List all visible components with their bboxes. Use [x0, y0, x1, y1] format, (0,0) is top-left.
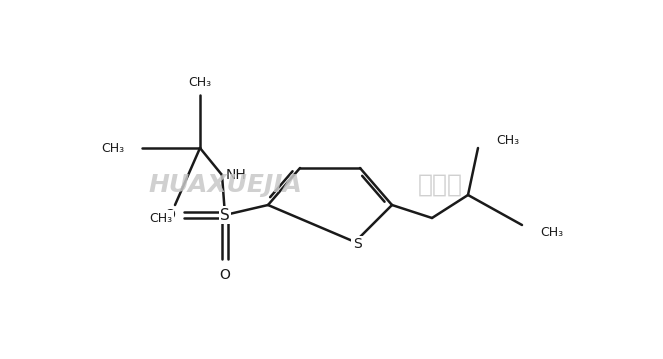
Text: CH₃: CH₃ — [101, 141, 124, 154]
Text: S: S — [220, 208, 230, 223]
Text: CH₃: CH₃ — [149, 211, 172, 224]
Text: S: S — [353, 237, 361, 251]
Text: NH: NH — [226, 168, 247, 182]
Text: HUAXUEJIA: HUAXUEJIA — [148, 173, 302, 197]
Text: CH₃: CH₃ — [188, 75, 211, 89]
Text: CH₃: CH₃ — [496, 134, 519, 146]
Text: CH₃: CH₃ — [540, 227, 563, 239]
Text: O: O — [219, 268, 231, 282]
Text: O: O — [164, 208, 176, 222]
Text: 化学加: 化学加 — [418, 173, 463, 197]
